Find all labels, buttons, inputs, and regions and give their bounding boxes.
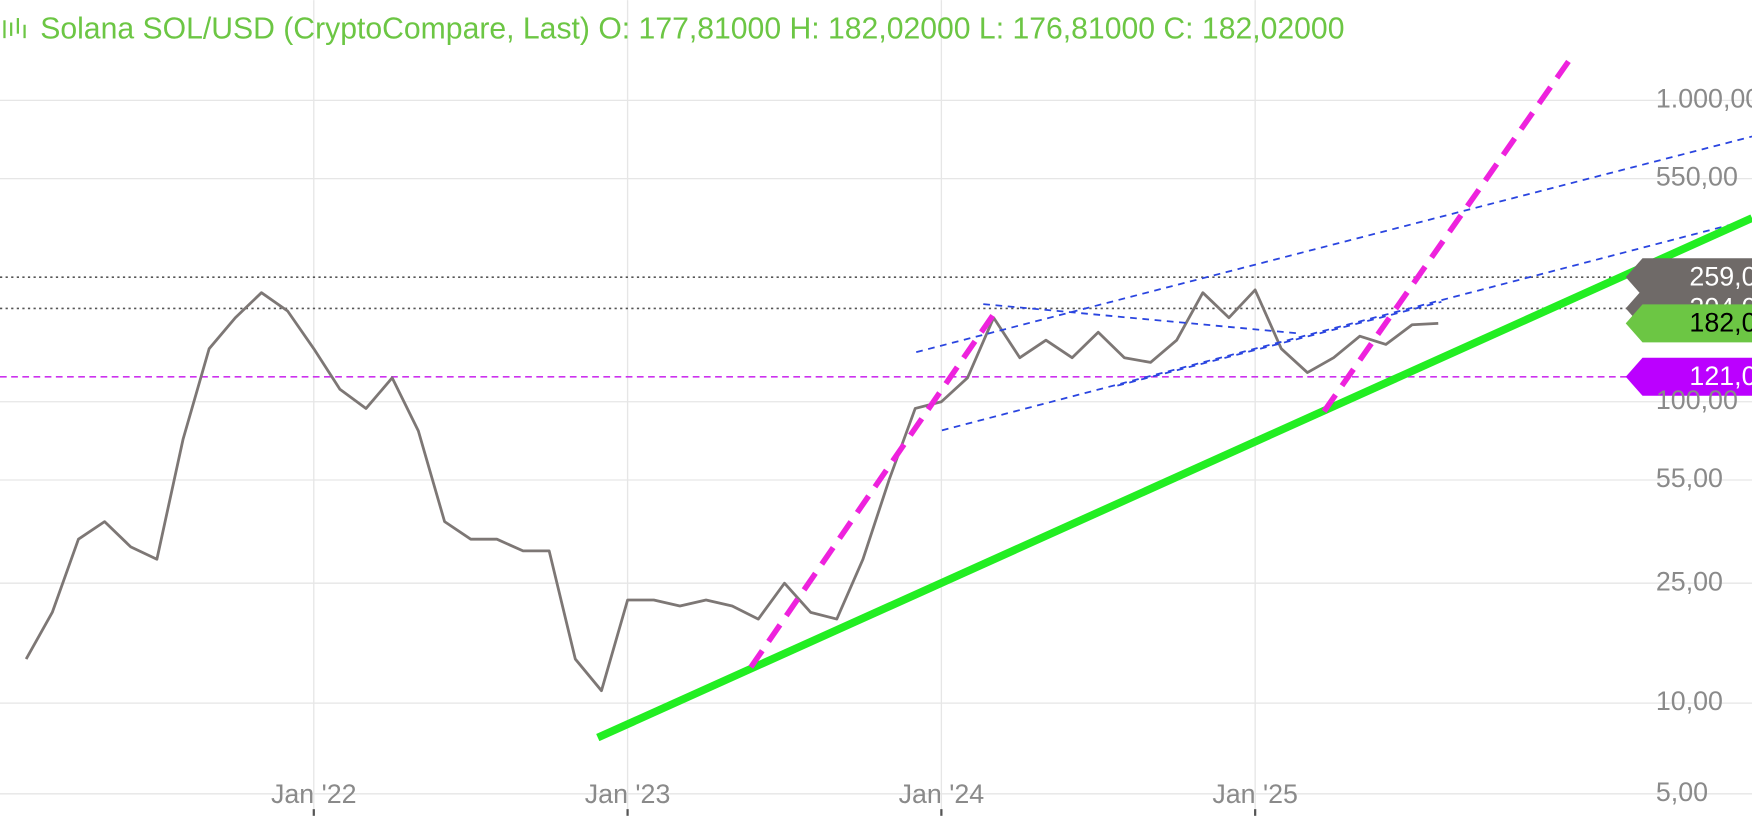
x-tick-label: Jan '23 [585, 779, 671, 809]
plot [24, 288, 1439, 693]
steep-trendline [748, 311, 997, 669]
price-tag-label: 259,00 [1689, 261, 1752, 291]
x-tick-label: Jan '22 [271, 779, 357, 809]
y-tick-label: 10,00 [1656, 686, 1723, 716]
price-tag [1625, 357, 1752, 396]
x-tick-label: Jan '25 [1212, 779, 1298, 809]
channel-line [916, 135, 1752, 353]
steep-trendline [1321, 57, 1573, 413]
y-tick-label: 550,00 [1656, 162, 1738, 192]
y-tick-label: 25,00 [1656, 566, 1723, 596]
price-tag-label: 182,02 [1689, 308, 1752, 338]
channel-line [1117, 300, 1442, 387]
price-tag [1625, 304, 1752, 343]
channel-line [941, 218, 1752, 432]
x-tick-label: Jan '24 [899, 779, 985, 809]
price-tag [1625, 258, 1752, 297]
level-lines [0, 276, 1752, 378]
price-line [24, 288, 1439, 693]
chart-icon [3, 18, 26, 39]
price-tag-label: 121,00 [1689, 361, 1752, 391]
chart-title: Solana SOL/USD (CryptoCompare, Last) O: … [40, 12, 1344, 45]
trend-drawings [596, 57, 1752, 742]
axes: 1.000,00 550,00 100,00 55,00 25,00 10,00 5,00 J… [271, 83, 1752, 816]
y-tick-label: 1.000,00 [1656, 83, 1752, 113]
support-trendline [596, 214, 1752, 742]
price-tags: 204,00259,00182,02121,00 [1625, 258, 1752, 396]
y-tick-label: 100,00 [1656, 385, 1738, 415]
y-tick-label: 55,00 [1656, 463, 1723, 493]
channel-line [983, 303, 1297, 335]
header: Solana SOL/USD (CryptoCompare, Last) O: … [3, 12, 1344, 45]
y-tick-label: 5,00 [1656, 777, 1708, 807]
